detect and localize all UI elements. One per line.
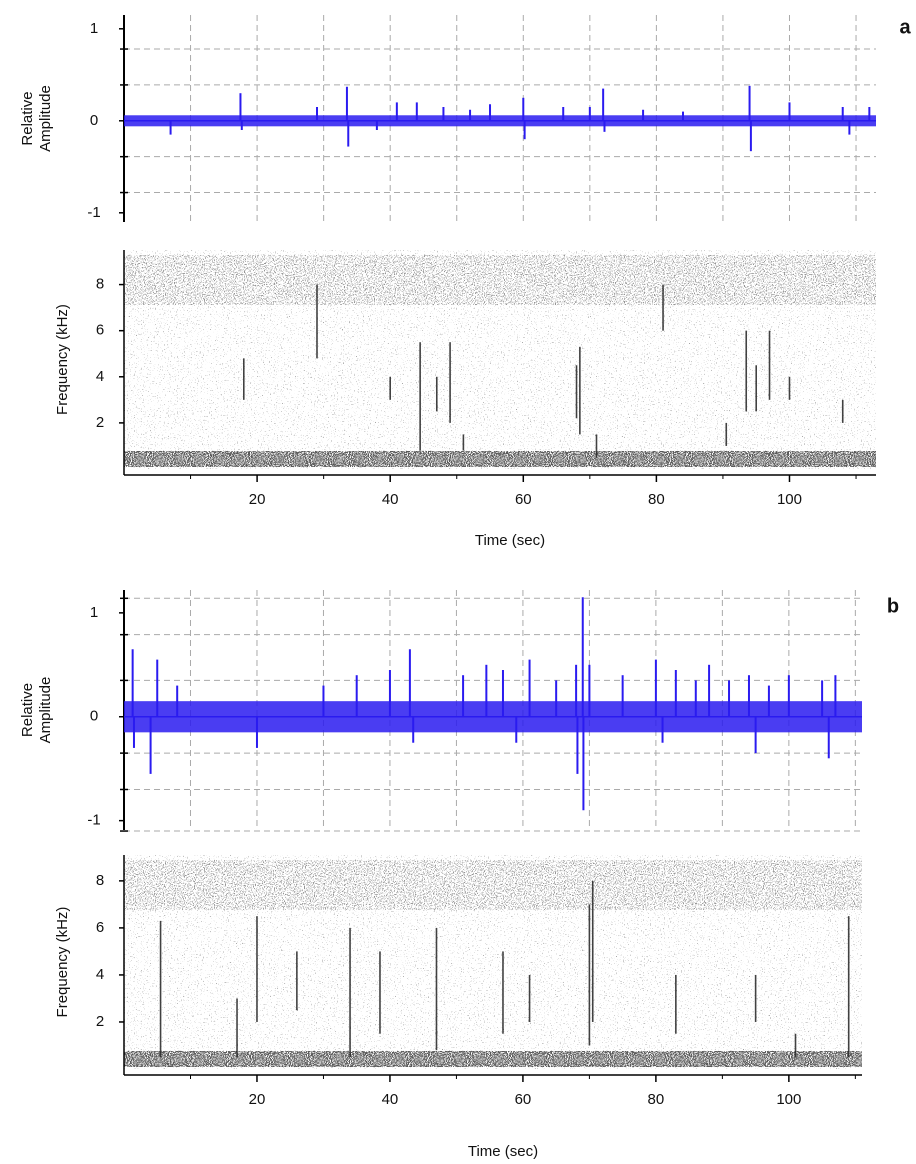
y-tick-label: 8	[96, 276, 104, 293]
y-axis-label: Amplitude	[37, 677, 54, 744]
y-tick-label: 4	[96, 368, 104, 385]
y-tick-label: 4	[96, 966, 104, 983]
x-tick-label: 80	[648, 1091, 665, 1108]
y-tick-label: -1	[87, 204, 100, 221]
y-tick-label: 2	[96, 414, 104, 431]
y-tick-label: 8	[96, 872, 104, 889]
x-tick-label: 40	[382, 1091, 399, 1108]
x-tick-label: 60	[515, 1091, 532, 1108]
y-axis-label: Amplitude	[37, 85, 54, 152]
panel-label: a	[899, 16, 911, 38]
y-axis-label: Frequency (kHz)	[54, 304, 71, 415]
x-axis-label: Time (sec)	[475, 532, 545, 549]
x-tick-label: 40	[382, 491, 399, 508]
y-tick-label: 6	[96, 919, 104, 936]
x-tick-label: 60	[515, 491, 532, 508]
y-axis-label: Relative	[19, 91, 36, 145]
y-tick-label: 0	[90, 112, 98, 129]
y-tick-label: 2	[96, 1013, 104, 1030]
panel-label: b	[887, 595, 899, 617]
y-axis-label: Relative	[19, 683, 36, 737]
x-tick-label: 100	[776, 1091, 801, 1108]
y-tick-label: -1	[87, 812, 100, 829]
x-tick-label: 20	[249, 1091, 266, 1108]
y-axis-label: Frequency (kHz)	[54, 907, 71, 1018]
spectrogram-band-high	[124, 860, 862, 910]
x-tick-label: 100	[777, 491, 802, 508]
spectrogram-band-low	[124, 451, 876, 467]
x-tick-label: 80	[648, 491, 665, 508]
x-axis-label: Time (sec)	[468, 1143, 538, 1160]
spectrogram-band-low	[124, 1051, 862, 1067]
y-tick-label: 6	[96, 322, 104, 339]
y-tick-label: 0	[90, 708, 98, 725]
y-tick-label: 1	[90, 20, 98, 37]
y-tick-label: 1	[90, 604, 98, 621]
x-tick-label: 20	[249, 491, 266, 508]
spectrogram-band-high	[124, 255, 876, 305]
